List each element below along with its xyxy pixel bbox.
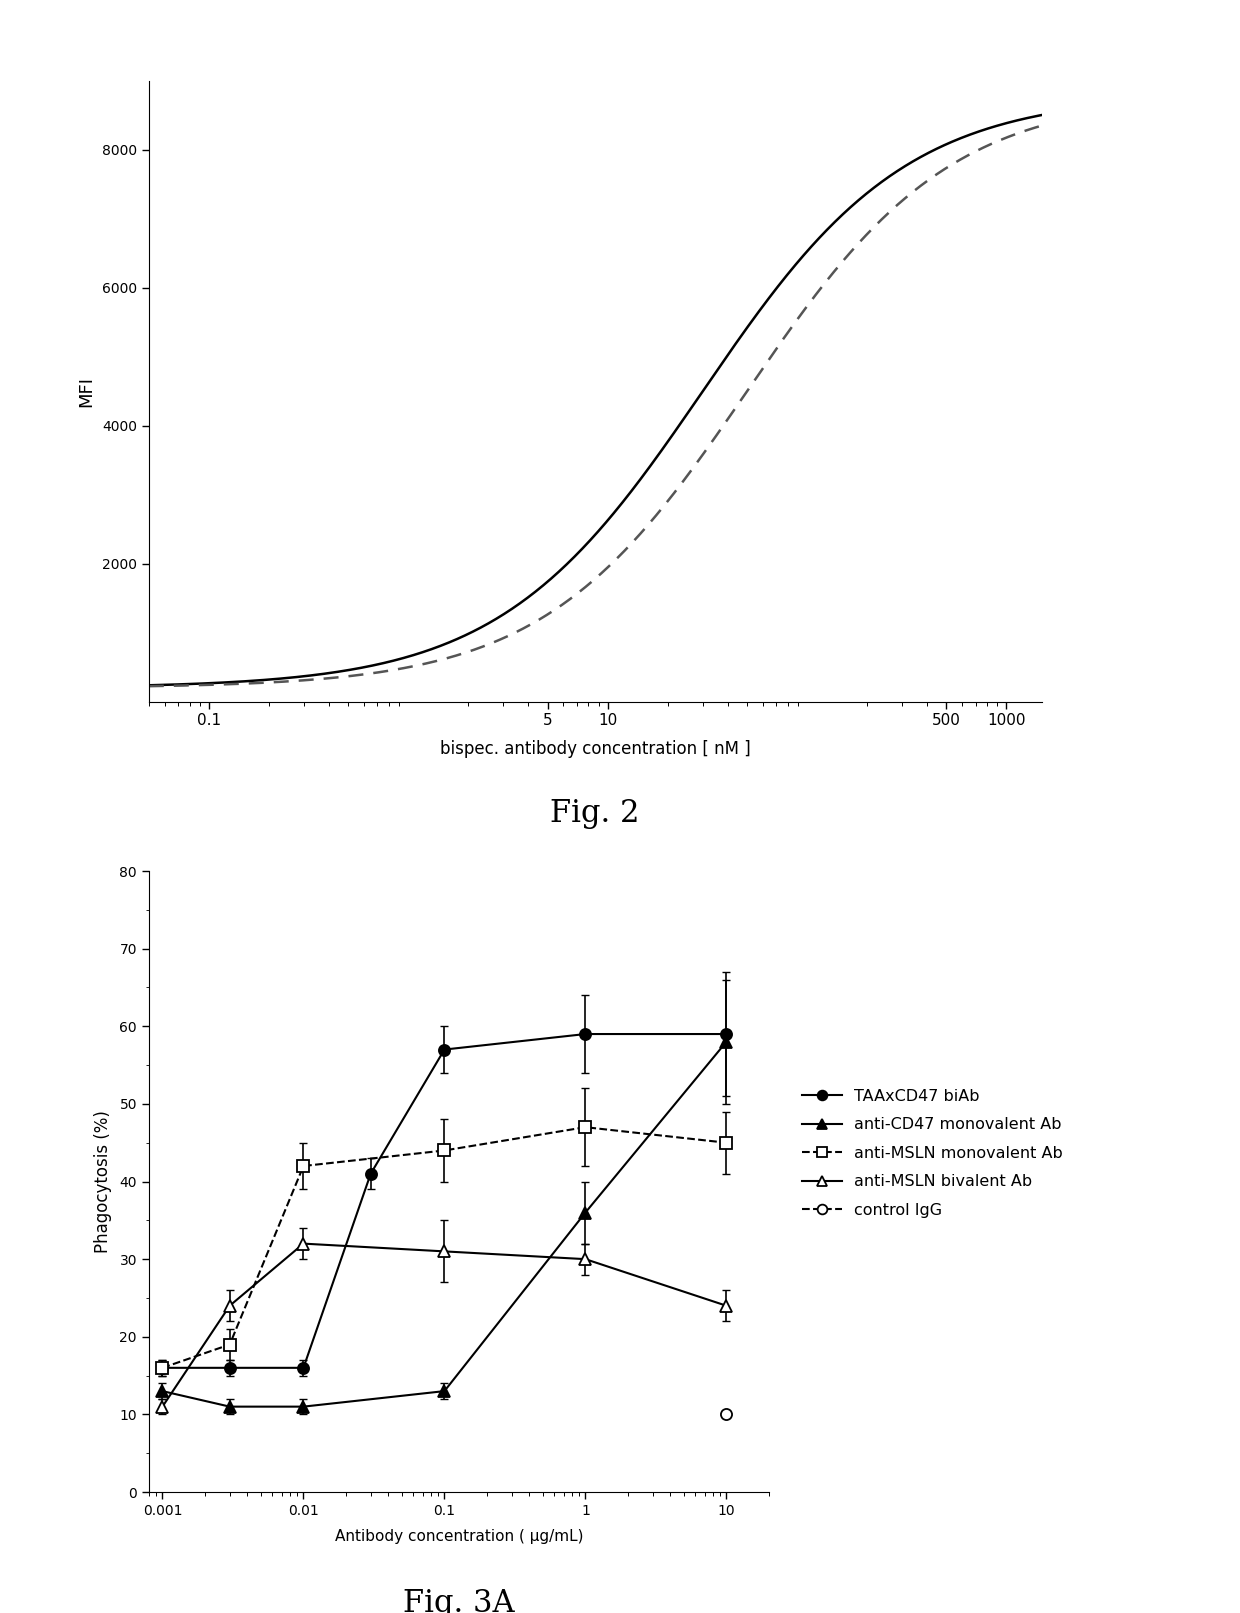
anti-CD47 monovalent Ab (296, 1397, 311, 1416)
anti-MSLN bivalent Ab (719, 1297, 734, 1316)
Y-axis label: MFI: MFI (77, 376, 95, 406)
anti-MSLN monovalent Ab (578, 1118, 593, 1137)
Text: Fig. 2: Fig. 2 (551, 798, 640, 829)
anti-MSLN bivalent Ab (436, 1242, 451, 1261)
anti-MSLN monovalent Ab (436, 1140, 451, 1160)
anti-MSLN bivalent Ab (578, 1250, 593, 1269)
Y-axis label: Phagocytosis (%): Phagocytosis (%) (94, 1110, 113, 1253)
X-axis label: bispec. antibody concentration [ nM ]: bispec. antibody concentration [ nM ] (440, 740, 750, 758)
anti-CD47 monovalent Ab (578, 1203, 593, 1223)
anti-CD47 monovalent Ab (436, 1381, 451, 1400)
anti-MSLN monovalent Ab (222, 1336, 237, 1355)
TAAxCD47 biAb (296, 1358, 311, 1378)
TAAxCD47 biAb (363, 1165, 378, 1184)
anti-MSLN monovalent Ab (719, 1132, 734, 1152)
anti-CD47 monovalent Ab (719, 1032, 734, 1052)
TAAxCD47 biAb (222, 1358, 237, 1378)
anti-MSLN monovalent Ab (296, 1157, 311, 1176)
Line: anti-MSLN monovalent Ab: anti-MSLN monovalent Ab (157, 1121, 732, 1373)
Line: anti-CD47 monovalent Ab: anti-CD47 monovalent Ab (157, 1036, 732, 1413)
Text: Fig. 3A: Fig. 3A (403, 1589, 515, 1613)
Line: TAAxCD47 biAb: TAAxCD47 biAb (157, 1029, 732, 1373)
anti-MSLN bivalent Ab (155, 1397, 170, 1416)
Legend: TAAxCD47 biAb, anti-CD47 monovalent Ab, anti-MSLN monovalent Ab, anti-MSLN bival: TAAxCD47 biAb, anti-CD47 monovalent Ab, … (795, 1082, 1070, 1224)
TAAxCD47 biAb (155, 1358, 170, 1378)
X-axis label: Antibody concentration ( μg/mL): Antibody concentration ( μg/mL) (335, 1529, 583, 1544)
anti-CD47 monovalent Ab (222, 1397, 237, 1416)
Line: anti-MSLN bivalent Ab: anti-MSLN bivalent Ab (157, 1239, 732, 1413)
anti-MSLN bivalent Ab (296, 1234, 311, 1253)
TAAxCD47 biAb (719, 1024, 734, 1044)
anti-MSLN monovalent Ab (155, 1358, 170, 1378)
anti-MSLN bivalent Ab (222, 1297, 237, 1316)
TAAxCD47 biAb (436, 1040, 451, 1060)
anti-CD47 monovalent Ab (155, 1381, 170, 1400)
TAAxCD47 biAb (578, 1024, 593, 1044)
